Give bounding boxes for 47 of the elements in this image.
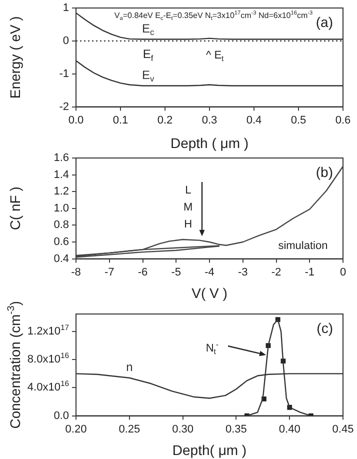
x-tick-label: -1 [304, 266, 315, 278]
x-tick-label: 0 [340, 266, 346, 278]
chart-title: (a) [316, 14, 334, 30]
y-tick-label: 0.8 [54, 219, 70, 232]
y-axis-title: Concentration (cm-3) [6, 301, 23, 429]
x-axis-title: Depth( μm ) [172, 442, 247, 458]
x-tick-label: -8 [71, 266, 81, 278]
y-tick-label: 0.0 [54, 410, 70, 422]
y-axis-title: C( nF ) [6, 186, 23, 230]
series-label: n [126, 360, 133, 374]
y-tick-label: 1.6 [54, 152, 70, 164]
text: (c) [316, 320, 334, 336]
x-tick-label: -2 [271, 266, 282, 278]
y-tick-label: 0.6 [54, 236, 70, 248]
x-axis-title: V( V ) [192, 284, 228, 301]
annotation: M [184, 201, 193, 214]
x-tick-label: 0.25 [118, 423, 140, 436]
x-tick-label: 0.2 [157, 114, 173, 126]
x-tick-label: 0.30 [172, 423, 194, 436]
x-tick-label: 0.20 [65, 423, 87, 436]
x-tick-label: 0.1 [112, 114, 128, 126]
x-tick-label: -7 [104, 266, 114, 278]
y-axis-title: Energy ( eV ) [6, 16, 23, 99]
x-tick-label: -5 [171, 266, 182, 278]
x-tick-label: 0.3 [202, 114, 218, 126]
y-tick-label: 1.2 [54, 186, 70, 198]
y-tick-label: 1 [62, 2, 70, 14]
y-tick-label: 0.4 [54, 252, 70, 265]
x-tick-label: -6 [138, 266, 148, 278]
annotation: H [184, 218, 192, 231]
chart-title: (b) [316, 164, 334, 180]
x-tick-label: 0.40 [278, 423, 300, 436]
y-tick-label: 1.4 [54, 168, 70, 181]
x-tick-label: 0.45 [332, 423, 354, 436]
y-tick-label: 1.0 [54, 202, 70, 214]
x-tick-label: -4 [204, 266, 214, 278]
y-tick-label: -1 [59, 68, 69, 80]
y-tick-label: -2 [59, 100, 69, 113]
x-tick-label: 0.6 [335, 114, 351, 126]
annotation: L [185, 184, 192, 196]
x-tick-label: 0.35 [225, 423, 247, 436]
y-tick-label: 0 [62, 34, 70, 47]
x-tick-label: 0.5 [290, 114, 306, 126]
x-tick-label: 0.4 [246, 114, 262, 126]
x-axis-title: Depth ( μm ) [170, 134, 249, 151]
x-tick-label: -3 [238, 266, 248, 278]
annotation: simulation [278, 240, 328, 252]
